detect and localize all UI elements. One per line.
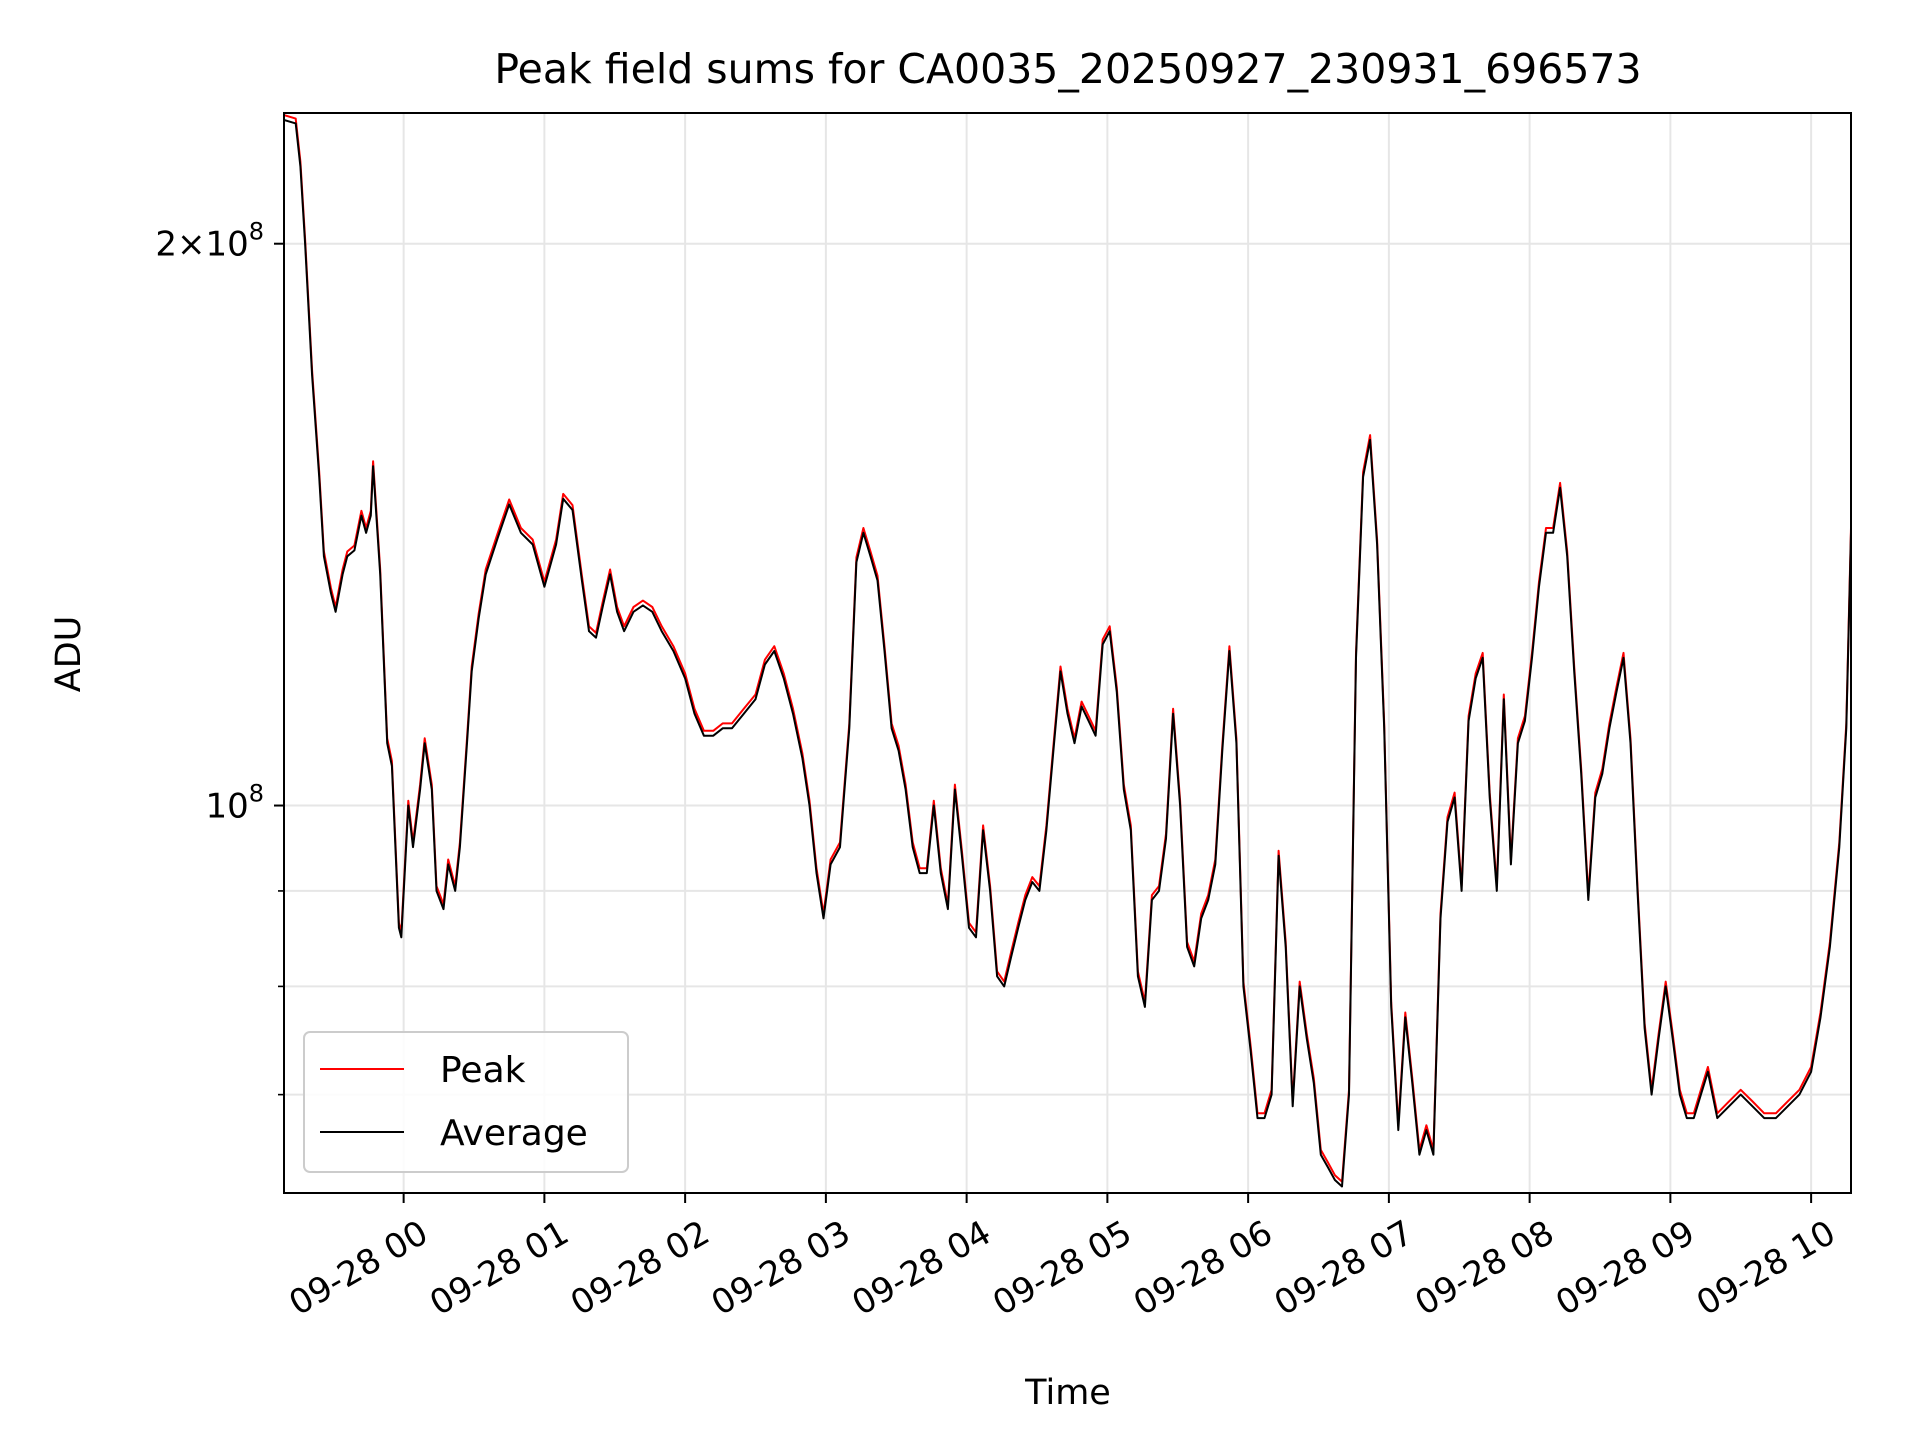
series-line-average <box>284 118 1851 1188</box>
chart-title: Peak field sums for CA0035_20250927_2309… <box>494 45 1641 93</box>
x-axis-label: Time <box>1024 1373 1111 1413</box>
grid <box>284 113 1851 1193</box>
y-axis-label: ADU <box>49 616 89 693</box>
legend: Peak Average <box>303 1031 629 1173</box>
legend-label-average: Average <box>440 1113 588 1154</box>
plot-series <box>284 114 1851 1188</box>
y-tick-label: 2×108 <box>155 218 264 265</box>
plot-frame <box>283 112 1852 1194</box>
legend-box <box>303 1031 629 1173</box>
legend-label-peak: Peak <box>440 1050 526 1091</box>
